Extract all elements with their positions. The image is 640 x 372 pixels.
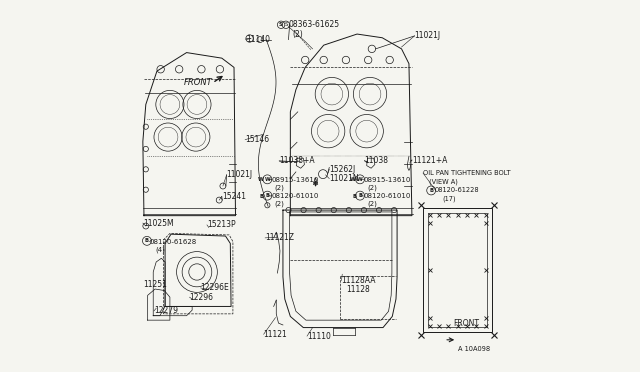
- Text: 08915-13610: 08915-13610: [271, 177, 319, 183]
- Text: (17): (17): [442, 196, 456, 202]
- Text: B: B: [352, 193, 356, 199]
- Text: B: B: [266, 193, 269, 198]
- Text: (2): (2): [367, 201, 378, 208]
- Text: B: B: [259, 193, 264, 199]
- Text: 11038: 11038: [364, 156, 388, 165]
- Text: 08120-61628: 08120-61628: [150, 238, 196, 245]
- Text: 08915-13610: 08915-13610: [364, 177, 411, 183]
- Text: 11021J: 11021J: [227, 170, 253, 179]
- Text: 12296: 12296: [189, 293, 214, 302]
- Text: 11128: 11128: [347, 285, 371, 294]
- Text: B: B: [429, 188, 433, 193]
- Text: 11038+A: 11038+A: [279, 156, 315, 165]
- Text: W: W: [357, 177, 363, 182]
- Text: 08120-61010: 08120-61010: [364, 193, 411, 199]
- Text: 11140: 11140: [246, 35, 270, 44]
- Text: OIL PAN TIGHTENING BOLT: OIL PAN TIGHTENING BOLT: [423, 170, 511, 176]
- Text: 15241: 15241: [222, 192, 246, 201]
- Text: (2): (2): [275, 201, 285, 208]
- Bar: [423, 208, 492, 333]
- Text: 11110: 11110: [307, 331, 331, 341]
- Text: A: A: [313, 178, 318, 187]
- Text: 12296E: 12296E: [201, 283, 229, 292]
- Text: S: S: [284, 22, 287, 27]
- Text: (2): (2): [367, 185, 378, 191]
- Text: 11025M: 11025M: [143, 219, 173, 228]
- Bar: [428, 214, 487, 327]
- Text: W: W: [264, 177, 270, 182]
- Text: 11121: 11121: [264, 330, 287, 339]
- Text: 11121+A: 11121+A: [412, 155, 447, 164]
- Text: 12279: 12279: [154, 307, 178, 315]
- Text: 08363-61625: 08363-61625: [289, 20, 340, 29]
- Text: FRONT: FRONT: [453, 319, 479, 328]
- Text: 15213P: 15213P: [207, 221, 236, 230]
- Text: 15262J: 15262J: [329, 165, 355, 174]
- Text: S: S: [279, 22, 283, 27]
- Text: 11021N: 11021N: [329, 174, 359, 183]
- Text: (2): (2): [292, 29, 303, 39]
- Text: 08120-61010: 08120-61010: [271, 193, 319, 199]
- Text: W: W: [257, 177, 264, 182]
- Text: FRONT: FRONT: [183, 78, 212, 87]
- Text: 08120-61228: 08120-61228: [434, 187, 479, 193]
- Text: A 10A098: A 10A098: [458, 346, 490, 352]
- Text: 11121Z: 11121Z: [265, 233, 294, 243]
- Text: B: B: [145, 238, 149, 243]
- Text: (2): (2): [275, 185, 285, 191]
- Text: 11128AA: 11128AA: [342, 276, 376, 285]
- Text: (4): (4): [155, 247, 165, 253]
- Text: 11021J: 11021J: [415, 31, 440, 41]
- Text: 15146: 15146: [245, 135, 269, 144]
- Text: 11251: 11251: [143, 280, 167, 289]
- Text: W: W: [350, 177, 356, 182]
- Text: (VIEW A): (VIEW A): [429, 178, 458, 185]
- Text: B: B: [358, 193, 362, 198]
